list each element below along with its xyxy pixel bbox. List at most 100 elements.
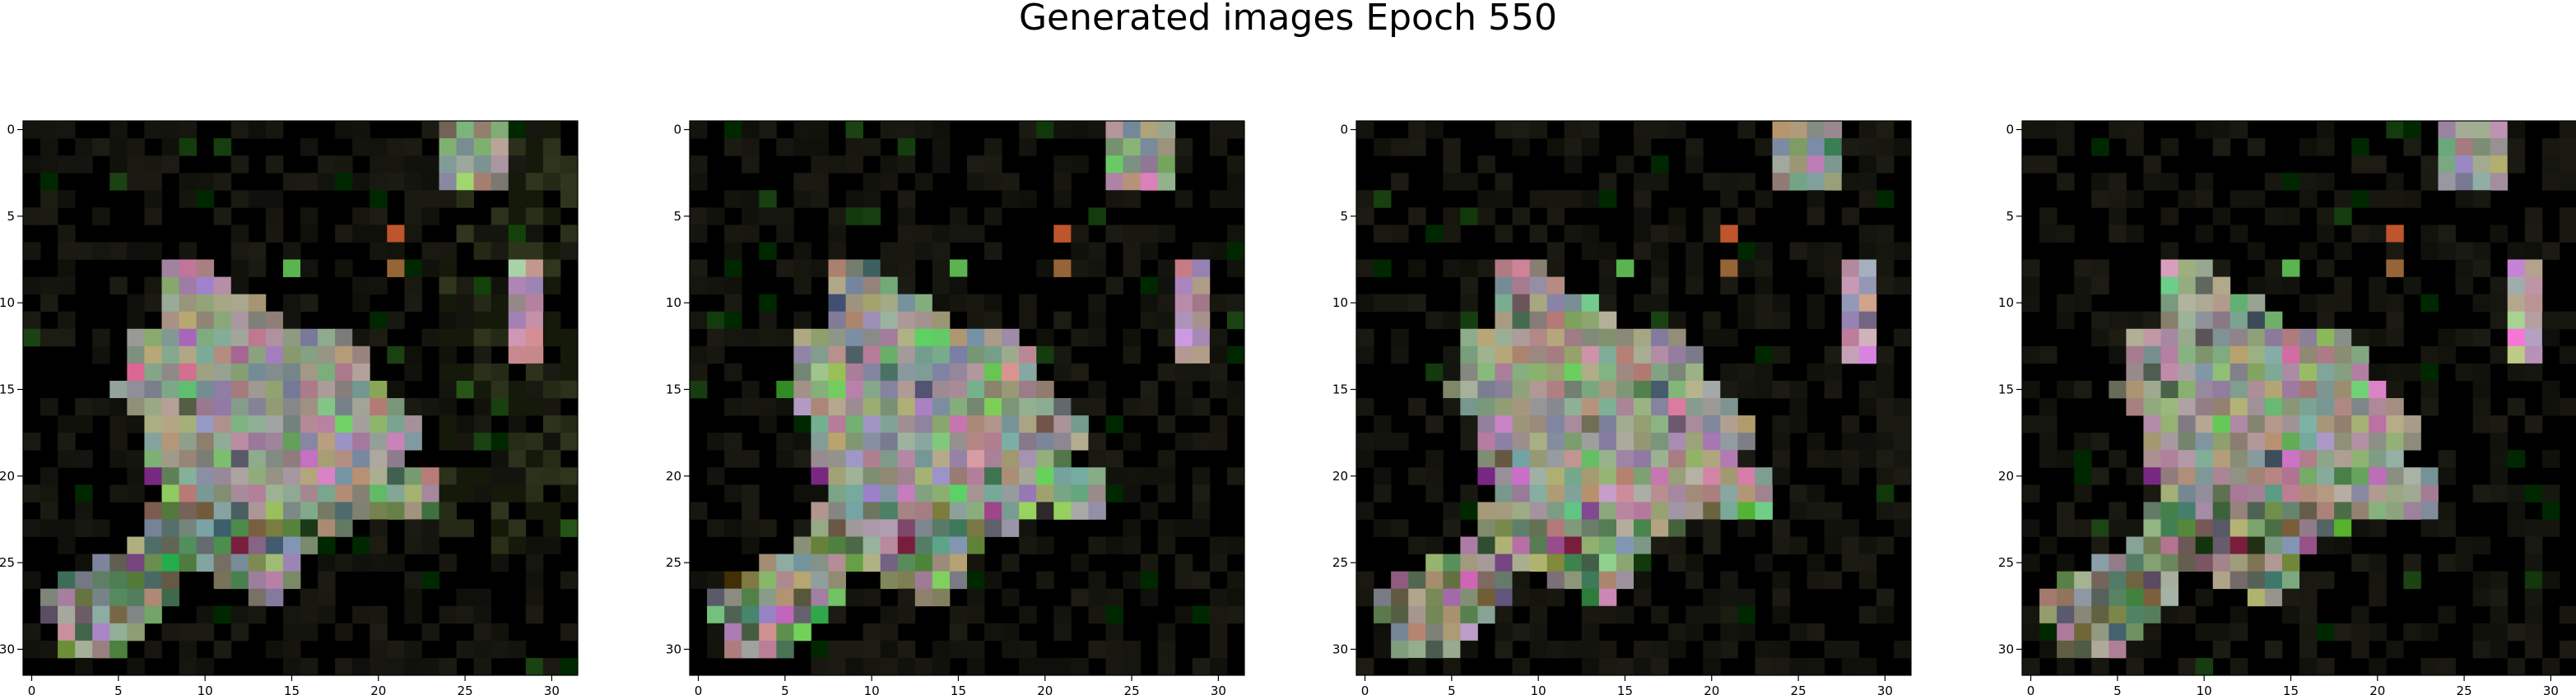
pixel-cell (2022, 260, 2039, 277)
pixel-cell (1668, 121, 1686, 138)
pixel-cell (2317, 346, 2334, 364)
pixel-cell (2265, 346, 2282, 364)
pixel-cell (2439, 502, 2456, 519)
pixel-cell (1175, 138, 1193, 155)
pixel-cell (742, 207, 759, 225)
pixel-cell (421, 121, 439, 138)
pixel-cell (2230, 346, 2248, 364)
pixel-cell (491, 329, 509, 346)
pixel-cell (2143, 155, 2160, 173)
pixel-cell (2057, 589, 2074, 606)
pixel-cell (526, 225, 543, 242)
pixel-cell (2403, 190, 2420, 207)
pixel-cell (2369, 190, 2386, 207)
pixel-cell (2542, 484, 2560, 502)
pixel-cell (1193, 484, 1210, 502)
pixel-cell (2490, 277, 2508, 294)
pixel-cell (1002, 415, 1019, 433)
pixel-cell (197, 519, 214, 536)
pixel-cell (457, 138, 474, 155)
pixel-cell (724, 623, 742, 641)
pixel-cell (370, 312, 387, 329)
pixel-cell (491, 502, 509, 519)
pixel-cell (1686, 450, 1703, 467)
pixel-cell (404, 346, 421, 364)
pixel-cell (1530, 415, 1547, 433)
pixel-cell (1123, 398, 1141, 415)
pixel-cell (1790, 155, 1807, 173)
pixel-cell (387, 467, 404, 484)
pixel-cell (2386, 398, 2403, 415)
pixel-cell (915, 329, 932, 346)
pixel-cell (1460, 381, 1477, 398)
pixel-cell (109, 121, 127, 138)
pixel-cell (898, 155, 915, 173)
pixel-cell (526, 329, 543, 346)
pixel-cell (1425, 554, 1443, 572)
pixel-cell (1513, 138, 1530, 155)
pixel-cell (404, 207, 421, 225)
pixel-cell (2178, 606, 2196, 623)
pixel-cell (1737, 207, 1755, 225)
pixel-cell (2022, 121, 2039, 138)
pixel-cell (1807, 502, 1825, 519)
pixel-cell (742, 155, 759, 173)
pixel-cell (283, 294, 300, 312)
pixel-cell (1599, 381, 1616, 398)
pixel-cell (1616, 537, 1634, 554)
pixel-cell (1408, 641, 1425, 658)
pixel-cell (2282, 502, 2299, 519)
pixel-cell (543, 155, 560, 173)
pixel-cell (1773, 381, 1790, 398)
pixel-cell (2317, 537, 2334, 554)
pixel-cell (1842, 641, 1859, 658)
pixel-cell (932, 484, 950, 502)
pixel-cell (1790, 623, 1807, 641)
pixel-cell (1141, 381, 1158, 398)
pixel-cell (1547, 450, 1565, 467)
pixel-cell (2161, 519, 2178, 536)
pixel-cell (1582, 623, 1599, 641)
pixel-cell (1547, 364, 1565, 381)
pixel-cell (2213, 138, 2230, 155)
pixel-cell (1616, 155, 1634, 173)
pixel-cell (404, 277, 421, 294)
pixel-cell (2456, 190, 2473, 207)
pixel-cell (2351, 641, 2369, 658)
pixel-cell (1737, 173, 1755, 190)
pixel-cell (491, 138, 509, 155)
pixel-cell (759, 519, 776, 536)
pixel-cell (1582, 398, 1599, 415)
pixel-cell (75, 242, 92, 259)
pixel-cell (811, 450, 828, 467)
pixel-cell (1460, 484, 1477, 502)
pixel-cell (1565, 312, 1582, 329)
pixel-cell (1513, 364, 1530, 381)
pixel-cell (2196, 398, 2213, 415)
pixel-cell (1737, 450, 1755, 467)
pixel-cell (829, 641, 846, 658)
pixel-cell (387, 381, 404, 398)
pixel-cell (1513, 589, 1530, 606)
pixel-cell (2351, 519, 2369, 536)
pixel-cell (2057, 381, 2074, 398)
pixel-cell (2490, 121, 2508, 138)
pixel-cell (984, 398, 1002, 415)
pixel-cell (707, 589, 724, 606)
pixel-cell (759, 623, 776, 641)
pixel-cell (144, 294, 161, 312)
pixel-cell (1443, 381, 1460, 398)
pixel-cell (881, 260, 898, 277)
pixel-cell (932, 294, 950, 312)
pixel-cell (421, 623, 439, 641)
pixel-cell (1513, 398, 1530, 415)
pixel-cell (1495, 537, 1513, 554)
pixel-cell (1391, 294, 1408, 312)
pixel-cell (509, 312, 526, 329)
pixel-cell (1088, 312, 1105, 329)
pixel-cell (1391, 329, 1408, 346)
pixel-cell (2403, 277, 2420, 294)
pixel-cell (214, 294, 231, 312)
pixel-cell (1495, 433, 1513, 450)
pixel-cell (127, 312, 144, 329)
